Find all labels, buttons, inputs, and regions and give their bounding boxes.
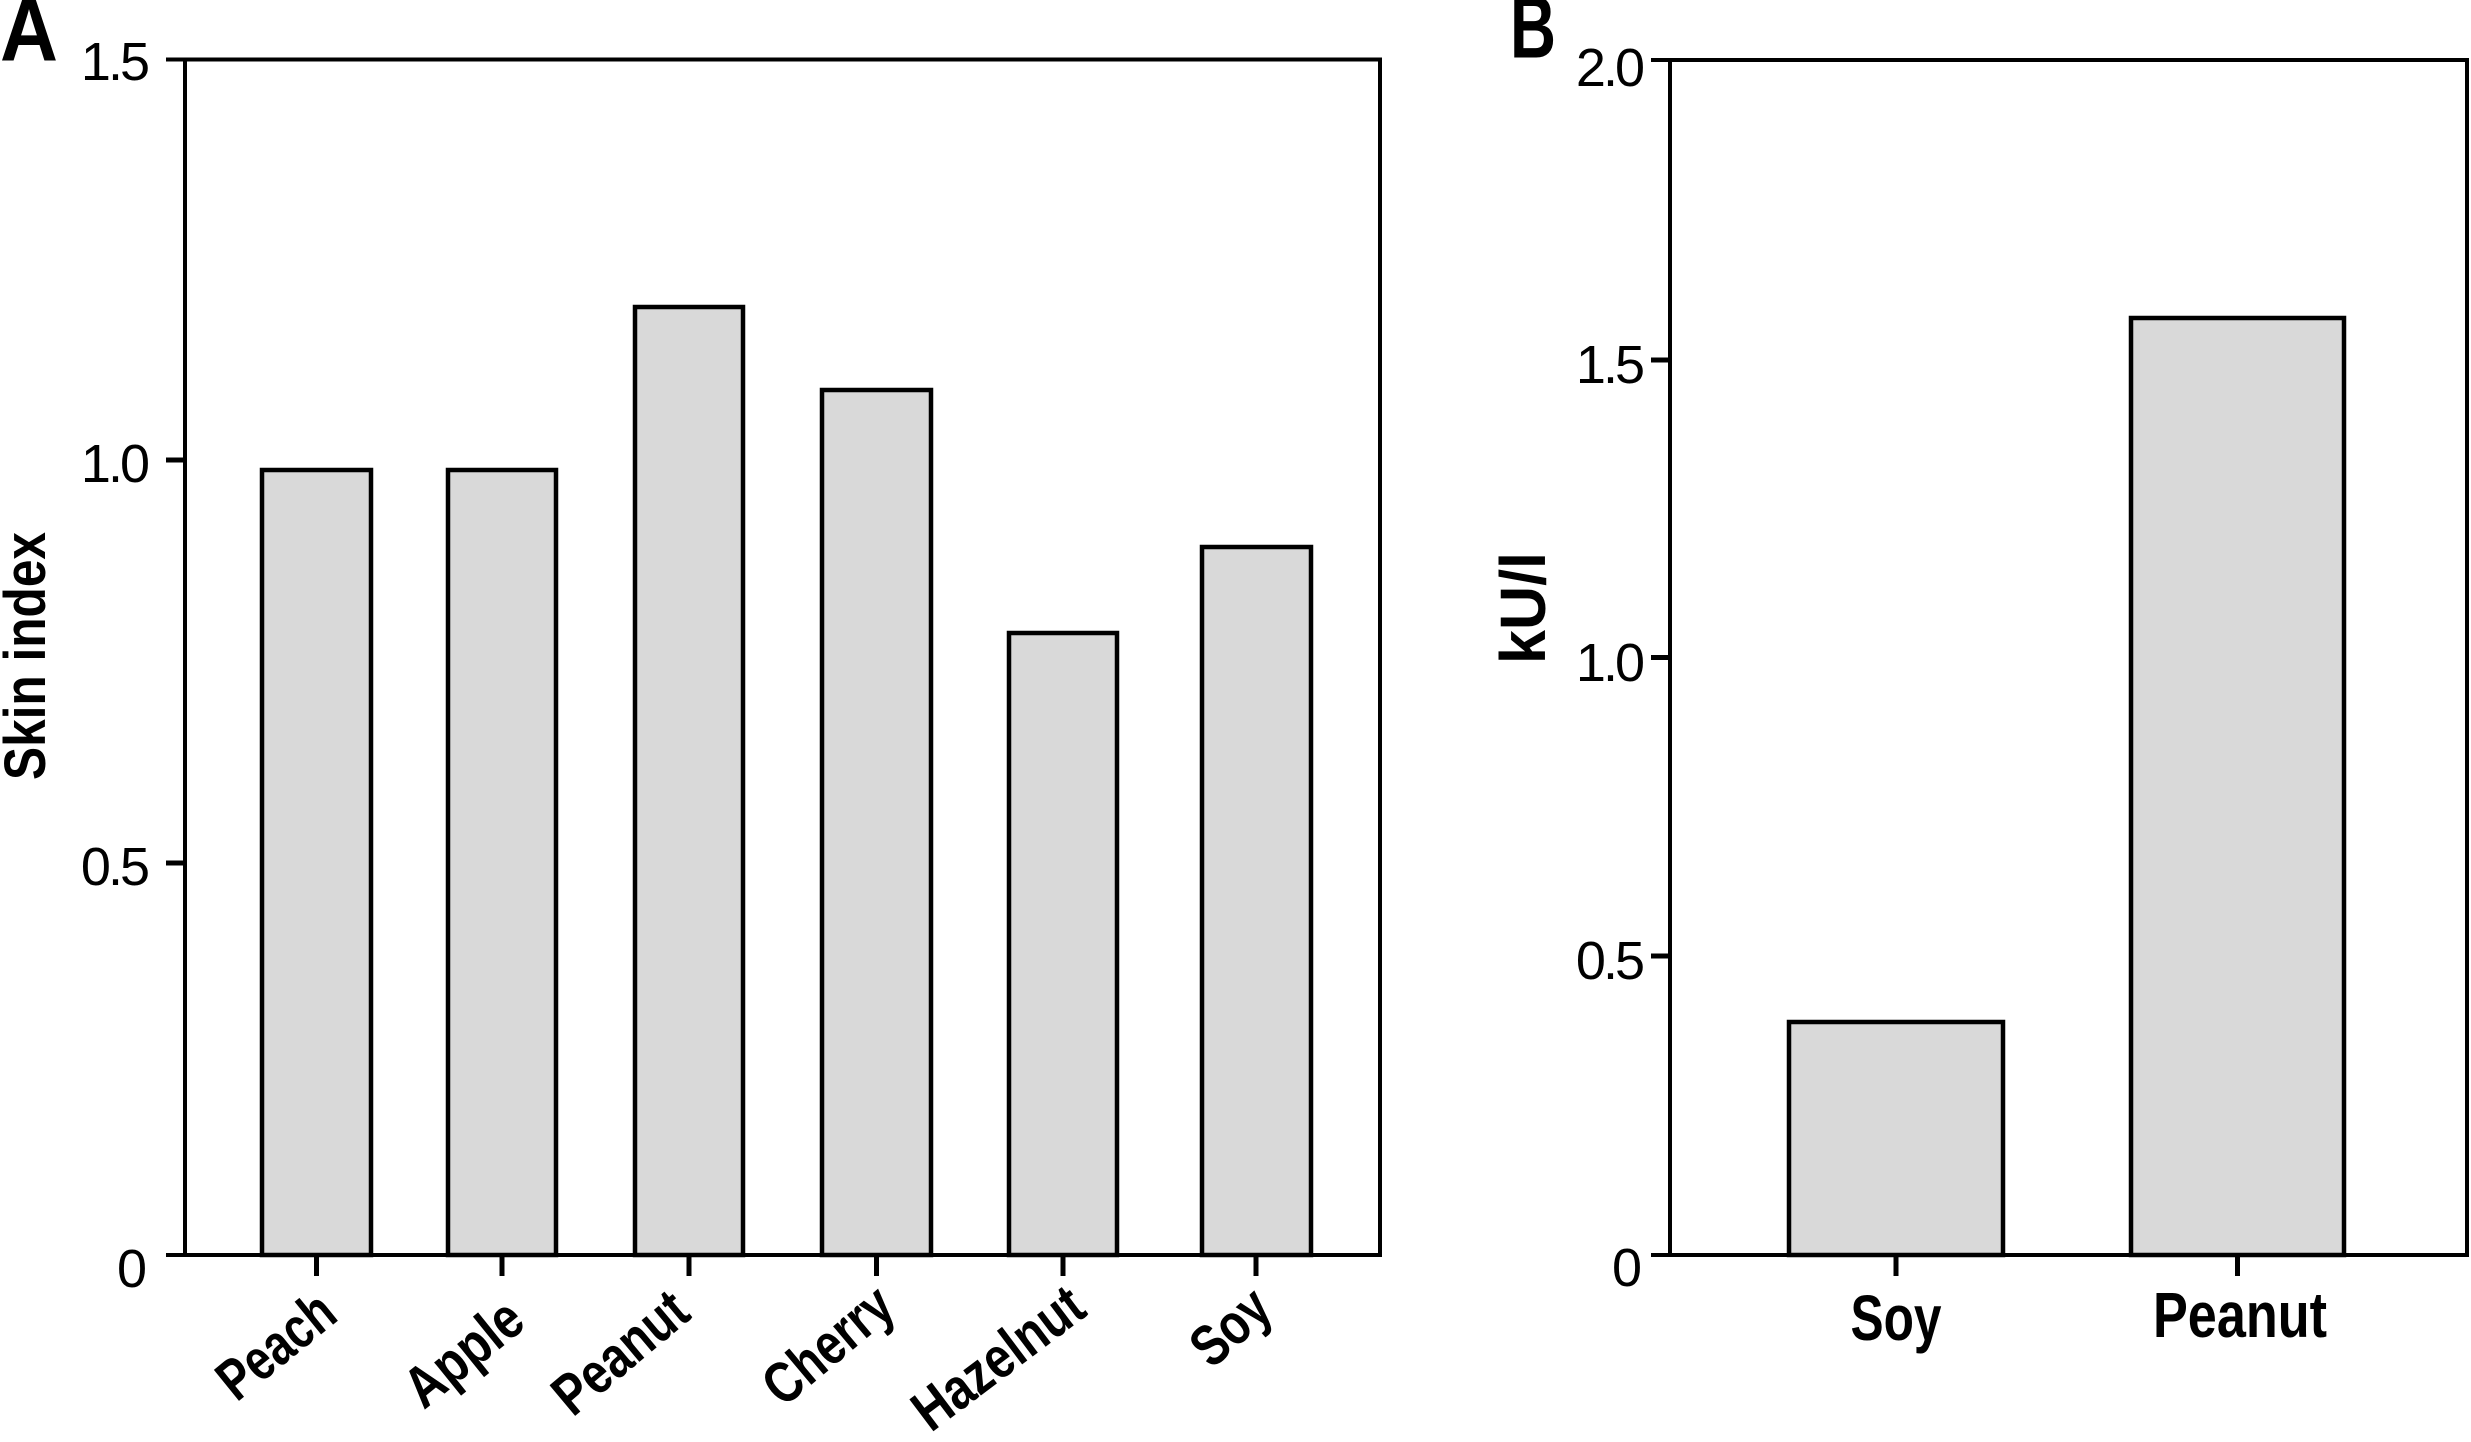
svg-text:Peanut: Peanut (2153, 1279, 2327, 1351)
svg-text:A: A (0, 0, 58, 80)
svg-text:B: B (1510, 0, 1556, 77)
svg-text:kU/l: kU/l (1487, 552, 1559, 664)
svg-text:0.5: 0.5 (1576, 931, 1643, 991)
svg-text:1.0: 1.0 (81, 434, 148, 494)
svg-text:0: 0 (1612, 1238, 1642, 1298)
svg-text:Soy: Soy (1851, 1282, 1942, 1354)
svg-text:Skin index: Skin index (0, 532, 58, 780)
svg-text:1.5: 1.5 (1576, 335, 1643, 395)
svg-text:2.0: 2.0 (1576, 38, 1643, 98)
svg-text:1.0: 1.0 (1576, 633, 1643, 693)
svg-text:0.5: 0.5 (81, 837, 148, 897)
svg-text:1.5: 1.5 (81, 32, 148, 92)
svg-text:0: 0 (117, 1239, 147, 1299)
